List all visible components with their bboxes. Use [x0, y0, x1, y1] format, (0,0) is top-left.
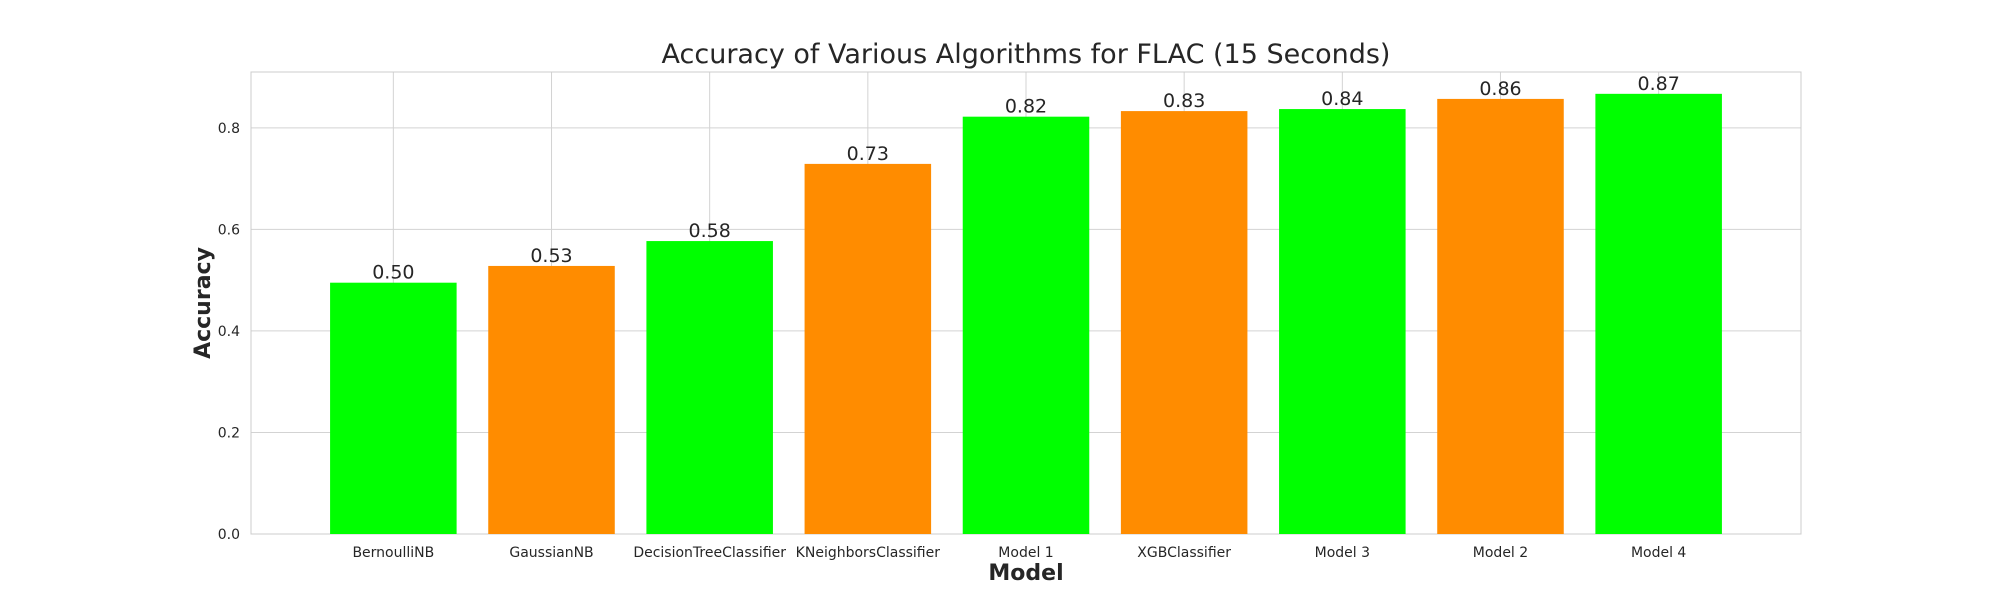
bar-model-3 [1279, 109, 1406, 535]
bar-decisiontreeclassifier [646, 241, 773, 535]
data-label: 0.86 [1479, 78, 1521, 100]
x-tick-label: BernoulliNB [352, 545, 434, 561]
x-tick-label: KNeighborsClassifier [796, 545, 941, 561]
y-tick-label: 0.4 [218, 324, 240, 340]
x-tick-label: Model 3 [1315, 545, 1370, 561]
bar-model-2 [1437, 98, 1564, 535]
x-tick-label: Model 1 [998, 545, 1053, 561]
x-tick-label: DecisionTreeClassifier [633, 545, 786, 561]
data-label: 0.83 [1163, 90, 1205, 112]
data-label: 0.73 [847, 143, 889, 165]
bar-model-4 [1595, 93, 1722, 534]
y-tick-label: 0.6 [218, 222, 240, 238]
data-labels-layer: 0.50 0.53 0.58 0.73 0.82 0.83 0.84 0.86 0.87 [372, 73, 1680, 284]
y-tick-label: 0.0 [218, 527, 240, 543]
chart-title: Accuracy of Various Algorithms for FLAC … [662, 39, 1391, 70]
y-tick-label: 0.2 [218, 425, 240, 441]
x-tick-label: XGBClassifier [1137, 545, 1231, 561]
bar-kneighborsclassifier [804, 163, 932, 534]
data-label: 0.87 [1637, 73, 1679, 95]
x-axis-label: Model [988, 561, 1063, 586]
x-tick-labels: BernoulliNB GaussianNB DecisionTreeClassif… [352, 545, 1686, 561]
bar-bernoullinb [330, 282, 457, 534]
data-label: 0.53 [530, 245, 572, 267]
data-label: 0.82 [1005, 96, 1047, 118]
bars-layer [330, 93, 1722, 535]
y-tick-labels: 0.0 0.2 0.4 0.6 0.8 [218, 121, 240, 543]
data-label: 0.58 [689, 220, 731, 242]
y-axis-label: Accuracy [191, 247, 216, 359]
x-tick-label: GaussianNB [509, 545, 593, 561]
x-tick-label: Model 2 [1473, 545, 1528, 561]
data-label: 0.50 [372, 262, 414, 284]
bar-gaussiannb [488, 265, 615, 534]
data-label: 0.84 [1321, 88, 1363, 110]
bar-model-1 [962, 116, 1090, 534]
bar-xgbclassifier [1120, 111, 1248, 534]
y-tick-label: 0.8 [218, 121, 240, 137]
x-tick-label: Model 4 [1631, 545, 1686, 561]
